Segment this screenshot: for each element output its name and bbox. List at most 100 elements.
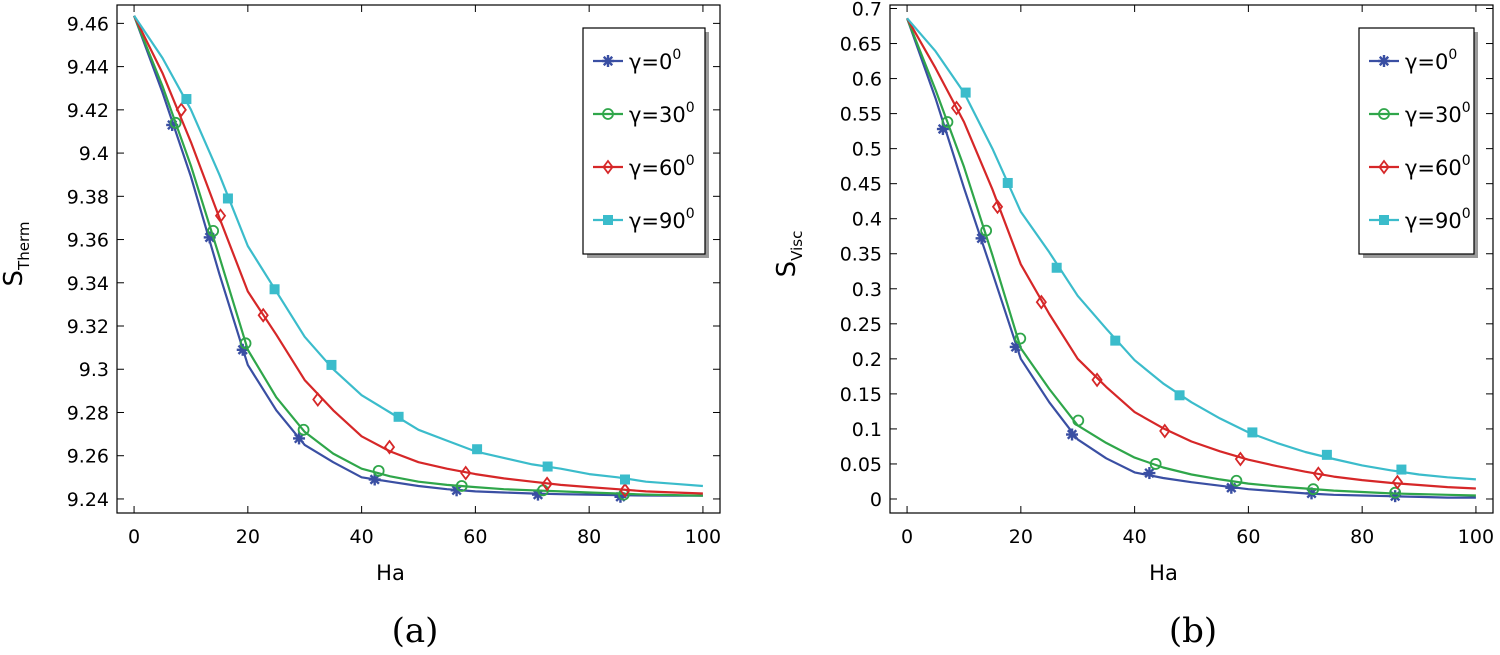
- y-axis-label: SVisc: [772, 231, 806, 278]
- data-point: [991, 199, 1004, 215]
- x-tick-label: 40: [350, 526, 374, 548]
- legend-label: γ=300: [629, 100, 695, 127]
- y-tick-label: 9.38: [67, 186, 109, 208]
- data-point: [1149, 458, 1162, 470]
- data-point: [368, 473, 381, 486]
- x-axis-label: Ha: [376, 561, 405, 585]
- series-line-2: [906, 17, 1476, 490]
- legend-box: [1358, 27, 1475, 255]
- y-tick-label: 9.26: [67, 446, 109, 468]
- y-tick-label: 0.35: [840, 244, 882, 266]
- series-line-1: [906, 17, 1476, 497]
- data-point: [175, 102, 187, 118]
- y-tick-label: 0.25: [840, 314, 882, 336]
- y-tick-label: 9.46: [67, 13, 109, 35]
- y-tick-label: 0.5: [852, 139, 882, 161]
- data-point: [181, 94, 192, 105]
- series-line-0: [133, 15, 703, 497]
- series-line-1: [133, 15, 703, 497]
- data-point: [1072, 414, 1085, 427]
- caption-b: (b): [1169, 611, 1217, 651]
- data-point: [1174, 390, 1185, 401]
- x-tick-label: 80: [577, 526, 601, 548]
- x-tick-label: 60: [1236, 526, 1260, 548]
- legend-label: γ=00: [629, 47, 681, 74]
- data-point: [393, 411, 404, 422]
- data-point: [1234, 451, 1247, 467]
- y-tick-label: 0.6: [852, 69, 882, 91]
- y-tick-label: 0.3: [852, 279, 882, 301]
- data-point: [293, 432, 306, 445]
- legend-marker: [1378, 55, 1390, 67]
- data-point: [1066, 428, 1079, 441]
- data-point: [472, 444, 483, 455]
- y-tick-label: 9.42: [67, 100, 109, 122]
- data-point: [1051, 262, 1062, 273]
- x-tick-label: 0: [128, 526, 140, 548]
- data-point: [1159, 423, 1171, 439]
- legend-marker: [602, 108, 614, 120]
- y-tick-label: 0.1: [852, 419, 882, 441]
- x-tick-label: 20: [1009, 526, 1033, 548]
- data-point: [619, 482, 631, 498]
- data-point: [207, 224, 220, 237]
- x-tick-label: 100: [1458, 526, 1494, 548]
- data-point: [312, 392, 324, 408]
- data-point: [1230, 474, 1243, 487]
- y-tick-label: 9.3: [79, 359, 109, 381]
- data-point: [1307, 483, 1320, 496]
- data-point: [460, 465, 472, 481]
- data-point: [372, 464, 385, 477]
- x-axis-label: Ha: [1149, 561, 1178, 585]
- y-tick-label: 9.36: [67, 230, 109, 252]
- x-tick-label: 80: [1350, 526, 1374, 548]
- legend-label: γ=600: [1405, 153, 1471, 180]
- legend-marker: [602, 55, 614, 67]
- data-point: [214, 208, 227, 224]
- legend-marker: [602, 159, 614, 175]
- y-tick-label: 0.05: [840, 454, 882, 476]
- caption-a: (a): [392, 611, 439, 651]
- data-point: [542, 461, 553, 472]
- legend-marker: [1378, 159, 1390, 175]
- x-tick-label: 20: [236, 526, 260, 548]
- chart-a: 0 20 40 60 80 100 9.24 9.26 9.28 9.3 9.32 9.34 9.36 9…: [0, 4, 721, 585]
- x-tick-label: 100: [685, 526, 721, 548]
- y-tick-label: 0.7: [852, 0, 882, 21]
- data-point: [455, 480, 468, 492]
- legend-label: γ=300: [1405, 100, 1471, 127]
- data-point: [1312, 466, 1324, 482]
- plot-frame: [889, 4, 1494, 514]
- data-point: [222, 193, 233, 204]
- y-axis-label: STherm: [0, 222, 33, 287]
- legend-marker: [1379, 215, 1389, 225]
- data-point: [1391, 474, 1404, 490]
- legend-label: γ=00: [1405, 47, 1457, 74]
- data-point: [1396, 464, 1407, 475]
- data-point: [257, 307, 269, 323]
- data-point: [1247, 427, 1258, 438]
- data-point: [1014, 332, 1027, 345]
- legend-marker: [603, 215, 613, 225]
- data-point: [326, 359, 337, 370]
- y-tick-label: 9.44: [67, 57, 109, 79]
- y-tick-label: 0.45: [840, 174, 882, 196]
- y-tick-label: 0.2: [852, 349, 882, 371]
- data-point: [950, 100, 963, 116]
- legend-label: γ=600: [629, 153, 695, 180]
- y-tick-label: 9.28: [67, 402, 109, 424]
- data-point: [383, 439, 396, 455]
- y-tick-label: 0.65: [840, 34, 882, 56]
- data-point: [1091, 372, 1103, 388]
- y-tick-label: 9.32: [67, 316, 109, 338]
- y-tick-label: 0.55: [840, 104, 882, 126]
- y-tick-label: 0.4: [852, 209, 882, 231]
- data-point: [541, 476, 553, 492]
- legend-label: γ=900: [629, 206, 695, 233]
- data-point: [169, 116, 182, 129]
- x-tick-label: 60: [463, 526, 487, 548]
- data-point: [1389, 486, 1402, 499]
- data-point: [239, 337, 252, 350]
- y-tick-label: 9.4: [79, 143, 109, 165]
